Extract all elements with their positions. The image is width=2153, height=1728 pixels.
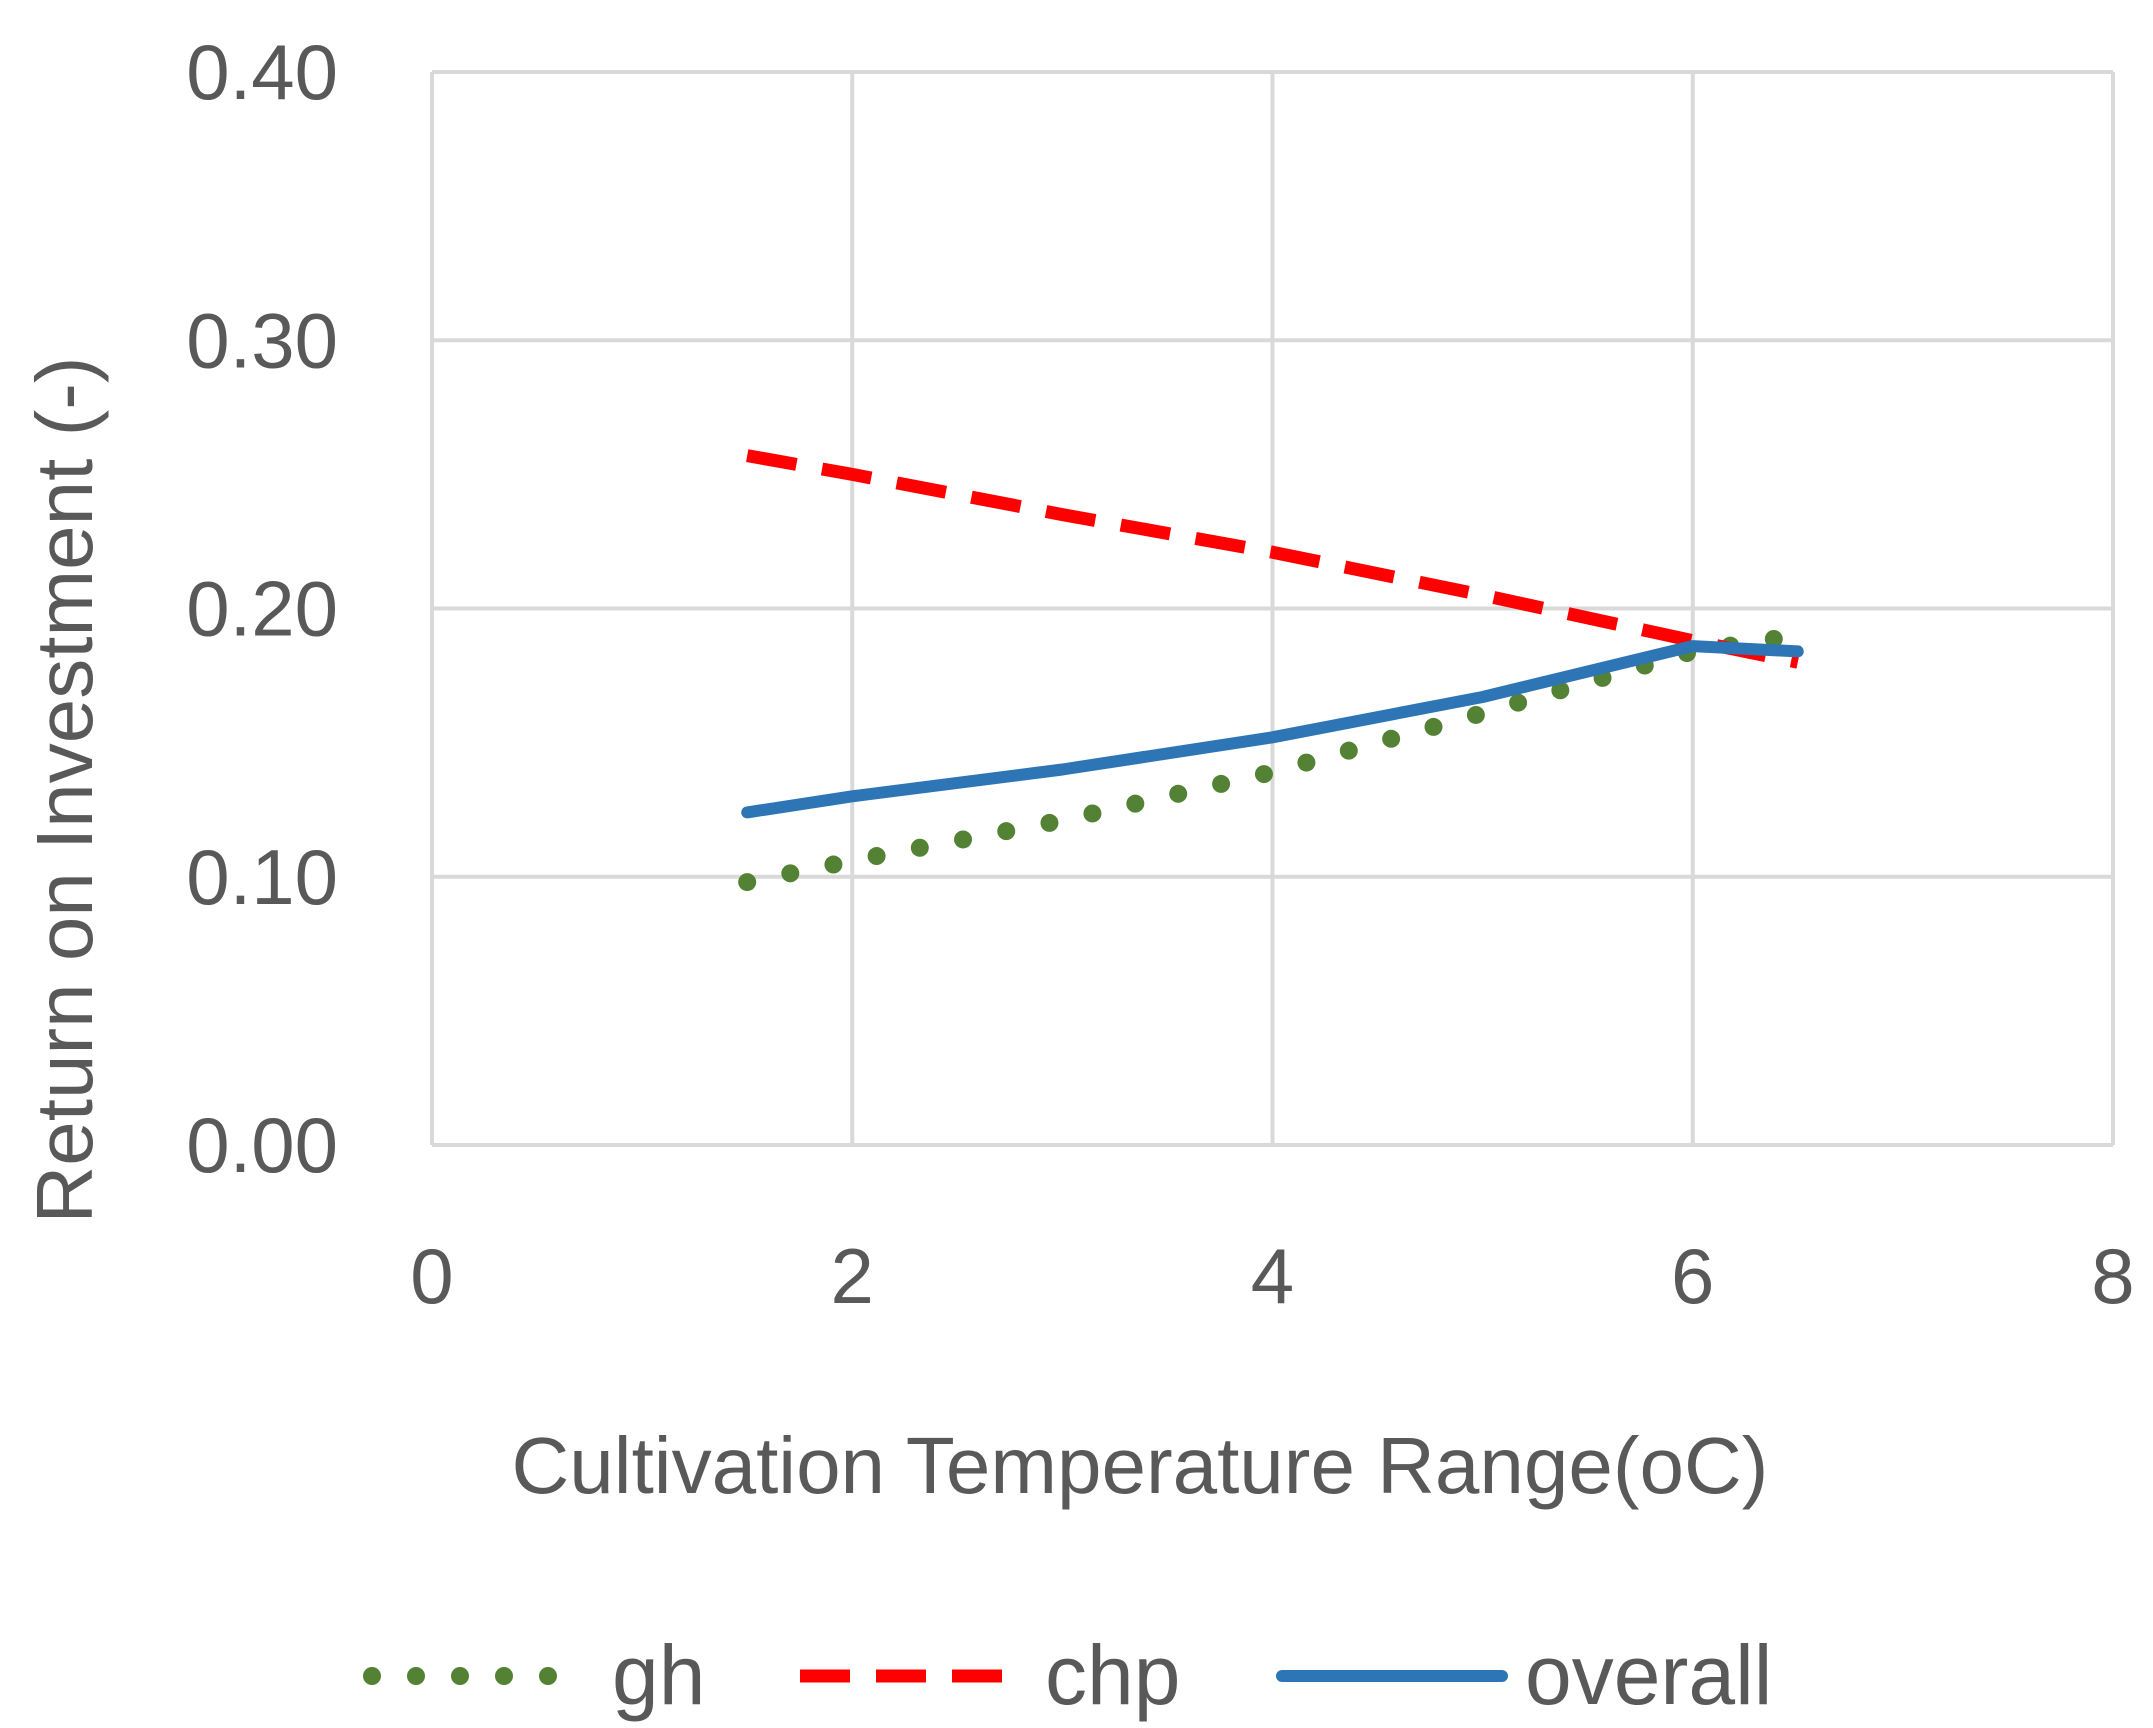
x-tick-label: 0: [410, 1232, 453, 1320]
grid: [430, 70, 2115, 1147]
x-tick-label: 2: [831, 1232, 874, 1320]
series-line-chp: [746, 449, 1800, 669]
y-tick-label: 0.30: [186, 296, 338, 384]
x-tick-label: 6: [1671, 1232, 1714, 1320]
x-tick-label: 8: [2091, 1232, 2134, 1320]
y-axis-ticks: 0.00 0.10 0.20 0.30 0.40: [186, 28, 338, 1189]
legend-label-overall: overall: [1525, 1628, 1772, 1722]
series-line-overall: [741, 640, 1804, 819]
y-tick-label: 0.00: [186, 1101, 338, 1189]
legend: gh chp overall: [363, 1628, 1772, 1722]
legend-label-chp: chp: [1045, 1628, 1180, 1722]
x-axis-title: Cultivation Temperature Range(oC): [512, 1421, 1769, 1510]
x-tick-label: 4: [1251, 1232, 1294, 1320]
y-tick-label: 0.10: [186, 833, 338, 921]
y-tick-label: 0.40: [186, 28, 338, 116]
y-tick-label: 0.20: [186, 565, 338, 653]
legend-label-gh: gh: [612, 1628, 705, 1722]
x-axis-ticks: 0 2 4 6 8: [410, 1232, 2134, 1320]
y-axis-title: Return on Investment (-): [20, 357, 109, 1224]
series: [738, 449, 1807, 892]
